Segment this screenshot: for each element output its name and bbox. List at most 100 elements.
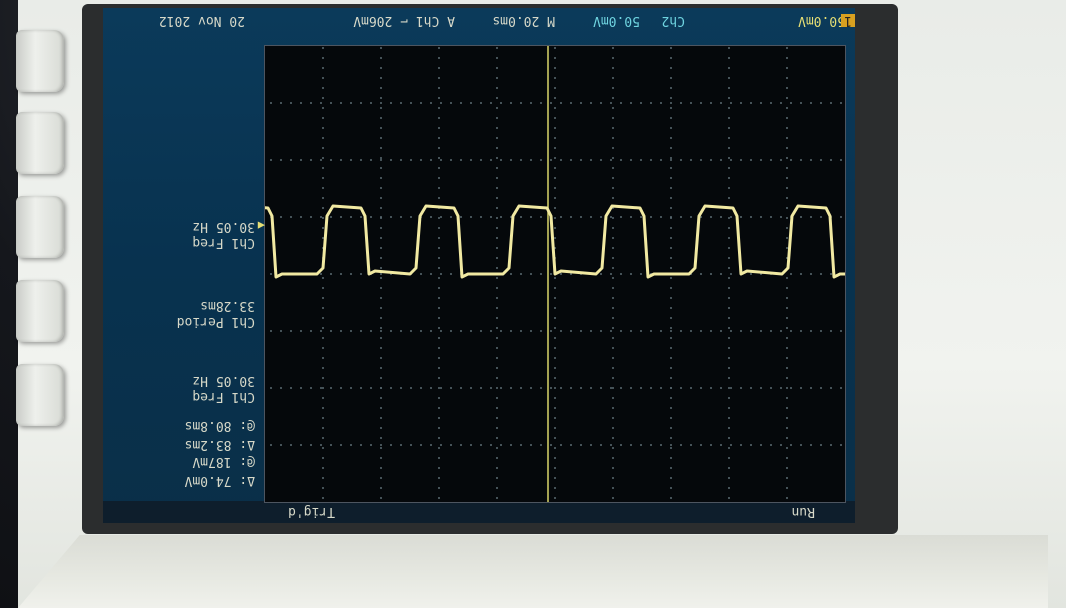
menu-button-2[interactable] <box>16 112 64 174</box>
grid-dot <box>460 159 462 161</box>
run-status: Run <box>791 504 815 519</box>
grid-dot <box>496 427 498 429</box>
grid-dot <box>530 216 532 218</box>
grid-dot <box>610 102 612 104</box>
grid-dot <box>496 367 498 369</box>
grid-dot <box>786 237 788 239</box>
grid-dot <box>728 117 730 119</box>
grid-dot <box>380 437 382 439</box>
grid-dot <box>390 216 392 218</box>
grid-dot <box>630 444 632 446</box>
grid-dot <box>320 216 322 218</box>
grid-dot <box>322 127 324 129</box>
grid-dot <box>780 159 782 161</box>
grid-dot <box>496 437 498 439</box>
grid-dot <box>540 273 542 275</box>
grid-dot <box>670 487 672 489</box>
grid-dot <box>820 330 822 332</box>
menu-button-4[interactable] <box>16 280 64 342</box>
grid-dot <box>780 330 782 332</box>
grid-dot <box>554 377 556 379</box>
grid-dot <box>410 444 412 446</box>
grid-dot <box>560 273 562 275</box>
grid-dot <box>690 444 692 446</box>
grid-dot <box>290 102 292 104</box>
grid-dot <box>560 102 562 104</box>
grid-dot <box>728 187 730 189</box>
grid-dot <box>728 147 730 149</box>
grid-dot <box>640 444 642 446</box>
grid-dot <box>390 102 392 104</box>
grid-dot <box>380 102 382 104</box>
grid-dot <box>786 447 788 449</box>
grid-dot <box>554 217 556 219</box>
measurement-1-label: Ch1 Freq <box>192 235 255 250</box>
waveform-svg <box>265 46 845 502</box>
grid-dot <box>400 216 402 218</box>
grid-dot <box>830 159 832 161</box>
grid-dot <box>550 273 552 275</box>
grid-dot <box>690 159 692 161</box>
cursor-readout-1: Δ: 74.0mV <box>184 473 255 488</box>
grid-dot <box>496 407 498 409</box>
grid-dot <box>740 444 742 446</box>
grid-dot <box>530 330 532 332</box>
grid-dot <box>670 327 672 329</box>
grid-dot <box>438 87 440 89</box>
grid-dot <box>450 159 452 161</box>
grid-dot <box>450 216 452 218</box>
grid-dot <box>670 97 672 99</box>
grid-dot <box>728 167 730 169</box>
grid-dot <box>660 444 662 446</box>
menu-button-3[interactable] <box>16 196 64 258</box>
grid-dot <box>612 247 614 249</box>
grid-dot <box>690 102 692 104</box>
menu-button-5[interactable] <box>16 364 64 426</box>
menu-button-1[interactable] <box>16 30 64 92</box>
grid-dot <box>360 387 362 389</box>
grid-dot <box>554 387 556 389</box>
grid-dot <box>322 407 324 409</box>
grid-dot <box>380 247 382 249</box>
grid-dot <box>280 159 282 161</box>
grid-dot <box>786 127 788 129</box>
grid-dot <box>670 216 672 218</box>
grid-dot <box>580 102 582 104</box>
grid-dot <box>380 227 382 229</box>
grid-dot <box>554 337 556 339</box>
grid-dot <box>660 387 662 389</box>
grid-dot <box>322 97 324 99</box>
grid-dot <box>520 159 522 161</box>
grid-dot <box>322 417 324 419</box>
grid-dot <box>438 277 440 279</box>
grid-dot <box>420 444 422 446</box>
grid-dot <box>438 177 440 179</box>
grid-dot <box>612 337 614 339</box>
grid-dot <box>810 159 812 161</box>
grid-dot <box>786 397 788 399</box>
grid-dot <box>590 102 592 104</box>
grid-dot <box>728 157 730 159</box>
grid-dot <box>670 427 672 429</box>
grid-dot <box>786 117 788 119</box>
grid-dot <box>340 444 342 446</box>
grid-dot <box>322 67 324 69</box>
grid-dot <box>680 444 682 446</box>
grid-dot <box>280 330 282 332</box>
grid-dot <box>496 107 498 109</box>
grid-dot <box>786 337 788 339</box>
grid-dot <box>560 330 562 332</box>
grid-dot <box>496 57 498 59</box>
grid-dot <box>610 159 612 161</box>
grid-dot <box>380 137 382 139</box>
grid-dot <box>380 157 382 159</box>
grid-dot <box>270 102 272 104</box>
grid-dot <box>600 387 602 389</box>
grid-dot <box>322 117 324 119</box>
grid-dot <box>554 447 556 449</box>
grid-dot <box>400 444 402 446</box>
grid-dot <box>554 77 556 79</box>
grid-dot <box>500 387 502 389</box>
grid-dot <box>820 102 822 104</box>
grid-dot <box>750 159 752 161</box>
